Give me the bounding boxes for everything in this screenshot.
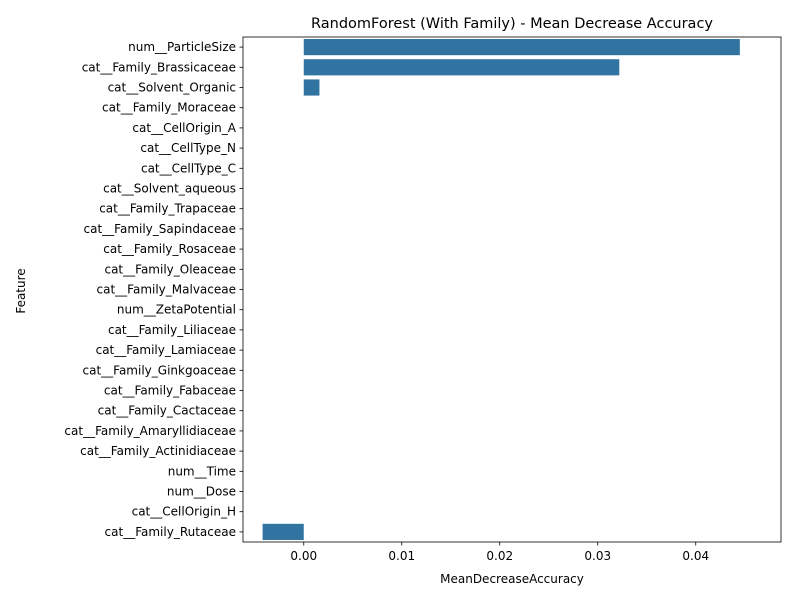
y-tick-label-24: cat__Family_Rutaceae <box>105 525 236 539</box>
y-tick-label-15: cat__Family_Lamiaceae <box>96 343 236 357</box>
y-tick-label-18: cat__Family_Cactaceae <box>98 404 236 418</box>
y-tick-label-17: cat__Family_Fabaceae <box>104 384 236 398</box>
y-tick-label-9: cat__Family_Sapindaceae <box>84 222 236 236</box>
x-tick-label-3: 0.03 <box>584 549 611 563</box>
x-axis-label: MeanDecreaseAccuracy <box>440 572 584 586</box>
y-tick-label-19: cat__Family_Amaryllidiaceae <box>64 424 236 438</box>
bar-2 <box>303 79 320 96</box>
y-tick-label-20: cat__Family_Actinidiaceae <box>80 444 236 458</box>
bars-group <box>262 39 740 540</box>
y-tick-label-8: cat__Family_Trapaceae <box>99 202 236 216</box>
y-tick-label-6: cat__CellType_C <box>141 161 236 175</box>
y-tick-label-13: num__ZetaPotential <box>117 303 236 317</box>
y-tick-label-10: cat__Family_Rosaceae <box>103 242 236 256</box>
y-tick-label-14: cat__Family_Liliaceae <box>108 323 236 337</box>
y-tick-label-23: cat__CellOrigin_H <box>132 505 236 519</box>
bar-1 <box>303 59 620 76</box>
y-tick-label-0: num__ParticleSize <box>128 40 236 54</box>
bar-24 <box>262 523 304 540</box>
plot-area-frame <box>242 36 782 543</box>
y-tick-label-21: num__Time <box>168 464 236 478</box>
x-tick-label-0: 0.00 <box>290 549 317 563</box>
x-axis-ticks: 0.00 0.01 0.02 0.03 0.04 <box>290 542 709 563</box>
y-tick-label-11: cat__Family_Oleaceae <box>104 262 236 276</box>
y-tick-label-22: num__Dose <box>167 485 236 499</box>
bar-0 <box>303 39 740 56</box>
y-tick-label-5: cat__CellType_N <box>140 141 236 155</box>
y-tick-label-7: cat__Solvent_aqueous <box>103 182 236 196</box>
x-tick-label-4: 0.04 <box>682 549 709 563</box>
y-tick-label-3: cat__Family_Moraceae <box>102 101 236 115</box>
x-tick-label-1: 0.01 <box>388 549 415 563</box>
y-tick-label-4: cat__CellOrigin_A <box>132 121 236 135</box>
x-tick-label-2: 0.02 <box>486 549 513 563</box>
y-tick-label-1: cat__Family_Brassicaceae <box>82 60 236 74</box>
y-axis-label: Feature <box>14 268 28 313</box>
y-tick-label-2: cat__Solvent_Organic <box>108 81 236 95</box>
y-axis-ticks: num__ParticleSize cat__Family_Brassicacea… <box>64 40 243 539</box>
chart-title: RandomForest (With Family) - Mean Decrea… <box>311 16 713 32</box>
y-tick-label-16: cat__Family_Ginkgoaceae <box>83 363 237 377</box>
y-tick-label-12: cat__Family_Malvaceae <box>97 283 236 297</box>
